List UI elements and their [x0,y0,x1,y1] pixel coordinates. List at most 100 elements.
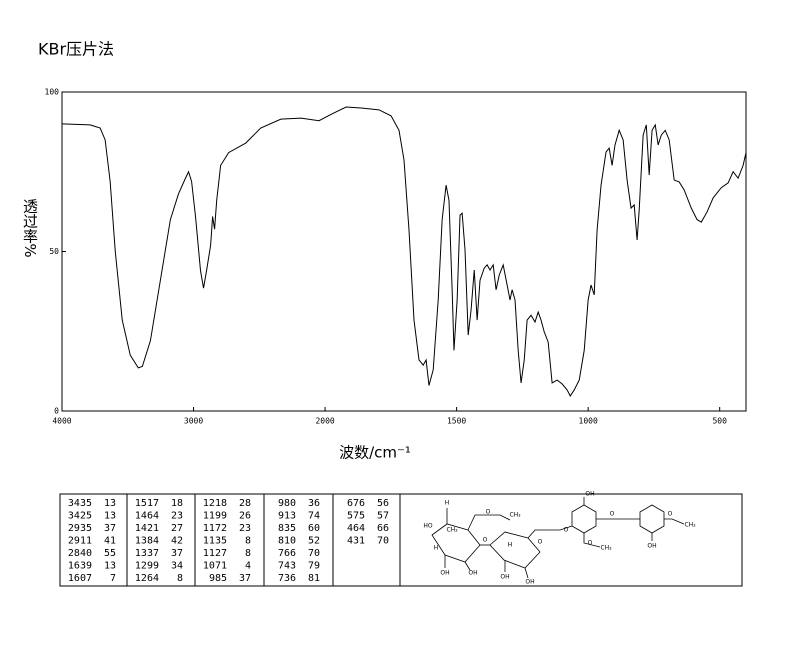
wavenumber: 2911 [68,536,92,547]
transmittance: 7 [110,573,116,584]
wavenumber: 766 [278,548,296,559]
y-axis-label: 透过率% [21,198,39,257]
transmittance: 56 [377,498,389,509]
wavenumber: 1127 [203,548,227,559]
structure: H HO CH₃ H OH OH O CH₃ O H OH OH O OH O … [423,491,696,586]
x-tick-label: 1000 [579,417,598,426]
wavenumber: 1384 [135,536,159,547]
transmittance: 27 [171,523,183,534]
wavenumber: 1071 [203,561,227,572]
transmittance: 66 [377,523,389,534]
y-tick-label: 0 [54,407,59,416]
bond [583,533,601,548]
atom-label: H [434,545,439,552]
transmittance: 13 [104,511,116,522]
wavenumber: 676 [347,498,365,509]
transmittance: 52 [308,536,320,547]
wavenumber: 464 [347,523,365,534]
wavenumber: 1639 [68,561,92,572]
transmittance: 18 [171,498,183,509]
atom-label: O [538,539,543,546]
transmittance: 70 [308,548,320,559]
atom-label: O [486,509,491,516]
transmittance: 37 [104,523,116,534]
wavenumber: 1337 [135,548,159,559]
atom-label: OH [500,574,509,581]
y-tick-label: 50 [49,247,59,256]
wavenumber: 980 [278,498,296,509]
plot-frame [61,91,747,412]
wavenumber: 2935 [68,523,92,534]
transmittance: 4 [245,561,251,572]
bond [664,518,685,525]
x-tick-label: 4000 [52,417,71,426]
atom-label: OH [440,570,449,577]
wavenumber: 1607 [68,573,92,584]
wavenumber: 1264 [135,573,159,584]
atom-label: O [588,540,593,547]
atom-label: O [483,537,488,544]
transmittance: 81 [308,573,320,584]
transmittance: 42 [171,536,183,547]
wavenumber: 835 [278,523,296,534]
transmittance: 8 [245,536,251,547]
transmittance: 26 [239,511,251,522]
wavenumber: 2840 [68,548,92,559]
wavenumber: 810 [278,536,296,547]
transmittance: 8 [245,548,251,559]
atom-label: O [564,527,569,534]
benzene-ring [639,504,665,534]
wavenumber: 3435 [68,498,92,509]
transmittance: 36 [308,498,320,509]
bond [527,525,573,539]
x-tick-label: 3000 [184,417,203,426]
wavenumber: 1135 [203,536,227,547]
transmittance: 60 [308,523,320,534]
atom-label: O [668,511,673,518]
sugar-ring [489,531,541,569]
transmittance: 57 [377,511,389,522]
atom-label: CH₃ [600,545,612,552]
wavenumber: 3425 [68,511,92,522]
wavenumber: 1464 [135,511,159,522]
transmittance: 55 [104,548,116,559]
wavenumber: 1517 [135,498,159,509]
atom-label: OH [647,543,656,550]
wavenumber: 575 [347,511,365,522]
atom-label: OH [468,570,477,577]
wavenumber: 913 [278,511,296,522]
transmittance: 70 [377,536,389,547]
transmittance: 74 [308,511,320,522]
wavenumber: 1218 [203,498,227,509]
atom-label: O [610,511,615,518]
bond [464,561,471,571]
transmittance: 28 [239,498,251,509]
benzene-ring [571,504,597,534]
transmittance: 79 [308,561,320,572]
transmittance: 8 [177,573,183,584]
atom-label: OH [585,491,594,498]
spectrum-line [61,106,747,398]
transmittance: 23 [171,511,183,522]
transmittance: 13 [104,561,116,572]
atom-label: H [445,500,450,507]
wavenumber: 1199 [203,511,227,522]
y-tick-label: 100 [45,88,60,97]
table-frame [59,493,743,587]
transmittance: 34 [171,561,183,572]
atom-label: CH₃ [509,512,521,519]
bond [467,514,511,531]
transmittance: 23 [239,523,251,534]
atom-label: CH₃ [684,522,696,529]
wavenumber: 985 [209,573,227,584]
wavenumber: 1299 [135,561,159,572]
atom-label: HO [423,523,433,530]
wavenumber: 1172 [203,523,227,534]
wavenumber: 1421 [135,523,159,534]
wavenumber: 743 [278,561,296,572]
x-tick-label: 500 [712,417,727,426]
atom-label: H [508,542,513,549]
transmittance: 37 [239,573,251,584]
transmittance: 37 [171,548,183,559]
